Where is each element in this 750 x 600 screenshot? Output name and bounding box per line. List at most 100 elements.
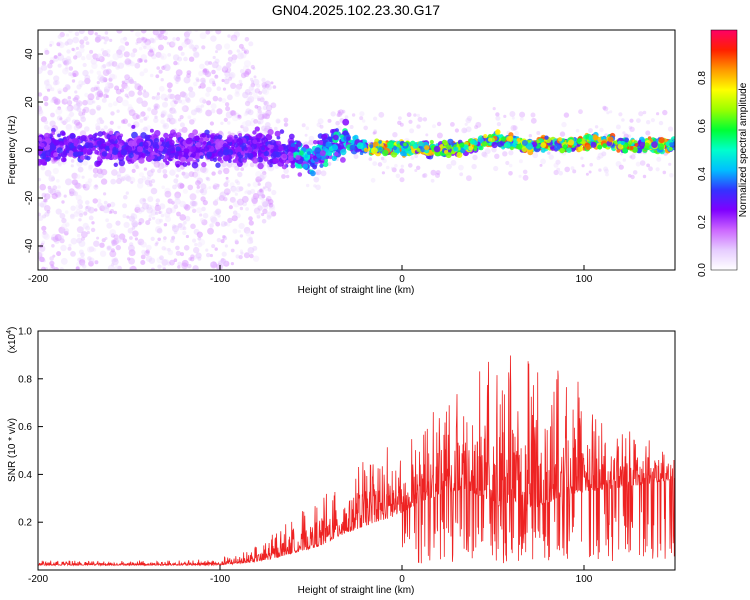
spectrogram-point	[74, 119, 81, 126]
spectrogram-point	[212, 185, 217, 190]
spectrogram-point	[198, 85, 202, 89]
spectrogram-point	[78, 204, 83, 210]
spectrogram-point	[54, 100, 59, 104]
spectrogram-point	[622, 158, 626, 162]
spectrogram-point	[382, 149, 389, 157]
spectrogram-point	[211, 69, 216, 75]
spectrogram-point	[149, 37, 155, 43]
spectrogram-point	[399, 168, 405, 174]
spectrogram-point	[164, 97, 169, 102]
spectrogram-point	[72, 70, 79, 77]
spectrogram-point	[252, 67, 256, 70]
spectrogram-point	[136, 37, 143, 44]
spectrogram-point	[296, 141, 302, 147]
spectrogram-point	[199, 213, 203, 217]
spectrogram-point	[234, 240, 239, 245]
spectrogram-point	[70, 164, 74, 168]
spectrogram-point	[151, 38, 156, 44]
spectrogram-point	[177, 261, 182, 266]
spectrogram-point	[287, 155, 294, 162]
spectrogram-point	[47, 69, 53, 76]
spectrogram-point	[75, 266, 80, 270]
spectrogram-point	[220, 223, 224, 227]
spectrogram-point	[669, 173, 674, 178]
spectrogram-point	[193, 51, 200, 58]
spectrogram-point	[225, 176, 229, 180]
spectrogram-point	[385, 165, 390, 170]
spectrogram-point	[162, 169, 168, 174]
spectrogram-point	[176, 132, 182, 138]
spectrogram-point	[558, 170, 563, 176]
spectrogram-point	[187, 30, 192, 35]
spectrogram-point	[445, 152, 452, 159]
spectrogram-point	[97, 168, 103, 175]
spectrogram-point	[143, 127, 149, 132]
spectrogram-point	[160, 110, 168, 117]
spectrogram-point	[73, 191, 78, 197]
spectrogram-point	[156, 66, 160, 70]
spectrogram-point	[217, 141, 224, 148]
spectrogram-point	[75, 100, 83, 107]
spectrogram-point	[191, 200, 198, 207]
spectrogram-point	[397, 120, 402, 126]
spectrogram-point	[177, 118, 182, 122]
spectrogram-point	[216, 197, 221, 201]
spectrogram-point	[316, 122, 322, 128]
spectrogram-point	[639, 142, 645, 148]
spectrogram-point	[561, 121, 567, 128]
spectrogram-point	[38, 251, 43, 259]
spectrogram-point	[111, 61, 118, 67]
spectrogram-point	[169, 41, 176, 48]
spectrogram-point	[255, 176, 262, 183]
spectrogram-point	[238, 186, 244, 192]
spectrogram-point	[103, 86, 111, 93]
spectrogram-point	[143, 45, 147, 50]
spectrogram-point	[111, 258, 119, 266]
spectrogram-point	[553, 162, 559, 168]
spectrogram-point	[190, 257, 195, 262]
spectrogram-point	[73, 211, 80, 217]
spectrogram-point	[221, 78, 225, 83]
spectrogram-point	[79, 83, 83, 87]
spectrogram-point	[135, 41, 139, 45]
spectrogram-point	[162, 173, 168, 179]
spectrogram-point	[76, 103, 81, 109]
spectrogram-point	[77, 257, 82, 262]
chart-title: GN04.2025.102.23.30.G17	[272, 2, 440, 18]
spectrogram-point	[256, 96, 261, 100]
spectrogram-point	[63, 60, 68, 65]
spectrogram-point	[121, 176, 126, 182]
spectrogram-point	[143, 68, 149, 74]
spectrogram-point	[547, 151, 551, 155]
spectrogram-point	[140, 54, 147, 61]
spectrogram-point	[416, 165, 421, 170]
spectrogram-point	[40, 143, 45, 148]
spectrogram-point	[113, 162, 119, 167]
spectrogram-point	[278, 145, 284, 151]
spectrogram-point	[391, 167, 397, 173]
spectrogram-point	[267, 144, 272, 149]
spectrogram-point	[70, 72, 76, 78]
spectrogram-point	[165, 216, 171, 223]
spectrogram-point	[321, 133, 328, 141]
spectrogram-point	[528, 134, 532, 138]
spectrogram-point	[126, 215, 130, 219]
spectrogram-point	[244, 37, 250, 42]
spectrogram-point	[63, 119, 69, 124]
spectrogram-point	[171, 236, 176, 241]
snr-panel: -200 -100 0 100 0.20.40.60.81.0 Height of s…	[6, 327, 676, 596]
y-tick-label: 1.0	[18, 327, 32, 338]
spectrogram-point	[142, 202, 149, 210]
spectrogram-point	[150, 178, 156, 184]
spectrogram-point	[295, 154, 301, 161]
spectrogram-point	[228, 72, 236, 79]
spectrogram-point	[128, 90, 135, 97]
spectrogram-point	[380, 143, 384, 147]
spectrogram-point	[124, 78, 130, 85]
spectrogram-point	[200, 188, 208, 196]
spectrogram-point	[141, 249, 146, 255]
spectrogram-point	[50, 99, 54, 103]
spectrogram-point	[212, 55, 216, 60]
spectrogram-point	[53, 152, 59, 158]
spectrogram-point	[226, 136, 233, 143]
